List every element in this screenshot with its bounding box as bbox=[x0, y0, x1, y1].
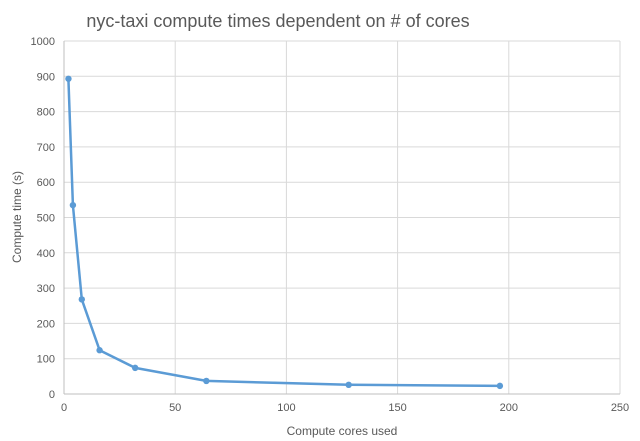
y-tick-label: 400 bbox=[37, 248, 55, 260]
axis-layer: 0 100 200 300 400 500 600 700 800 900 1000 0 50 100 15… bbox=[31, 36, 630, 414]
data-point bbox=[345, 381, 352, 389]
series-line bbox=[67, 78, 500, 388]
y-tick-label: 500 bbox=[37, 213, 55, 225]
x-tick-label: 100 bbox=[277, 402, 295, 414]
data-point bbox=[78, 296, 85, 303]
grid-layer bbox=[64, 40, 621, 394]
y-tick-label: 0 bbox=[49, 389, 55, 401]
y-tick-label: 900 bbox=[37, 71, 55, 83]
x-tick-label: 200 bbox=[500, 402, 518, 414]
y-axis-title: Compute time (s) bbox=[10, 171, 24, 263]
x-tick-label: 250 bbox=[611, 402, 629, 414]
x-axis-title: Compute cores used bbox=[287, 424, 398, 438]
data-point bbox=[65, 75, 72, 82]
data-point bbox=[131, 364, 139, 372]
y-tick-label: 300 bbox=[37, 283, 55, 295]
series-layer bbox=[65, 75, 504, 390]
data-point bbox=[496, 382, 504, 390]
x-tick-label: 150 bbox=[388, 402, 406, 414]
y-tick-label: 1000 bbox=[31, 36, 55, 48]
y-tick-label: 700 bbox=[37, 142, 55, 154]
data-point bbox=[203, 377, 210, 385]
data-point bbox=[69, 201, 77, 209]
x-tick-label: 0 bbox=[61, 402, 67, 414]
y-tick-label: 100 bbox=[37, 354, 55, 366]
y-tick-label: 600 bbox=[37, 177, 55, 189]
data-point bbox=[96, 347, 103, 354]
y-tick-label: 200 bbox=[37, 318, 55, 330]
y-tick-label: 800 bbox=[37, 107, 55, 119]
chart-title: nyc-taxi compute times dependent on # of… bbox=[86, 11, 469, 31]
x-tick-label: 50 bbox=[169, 402, 181, 414]
